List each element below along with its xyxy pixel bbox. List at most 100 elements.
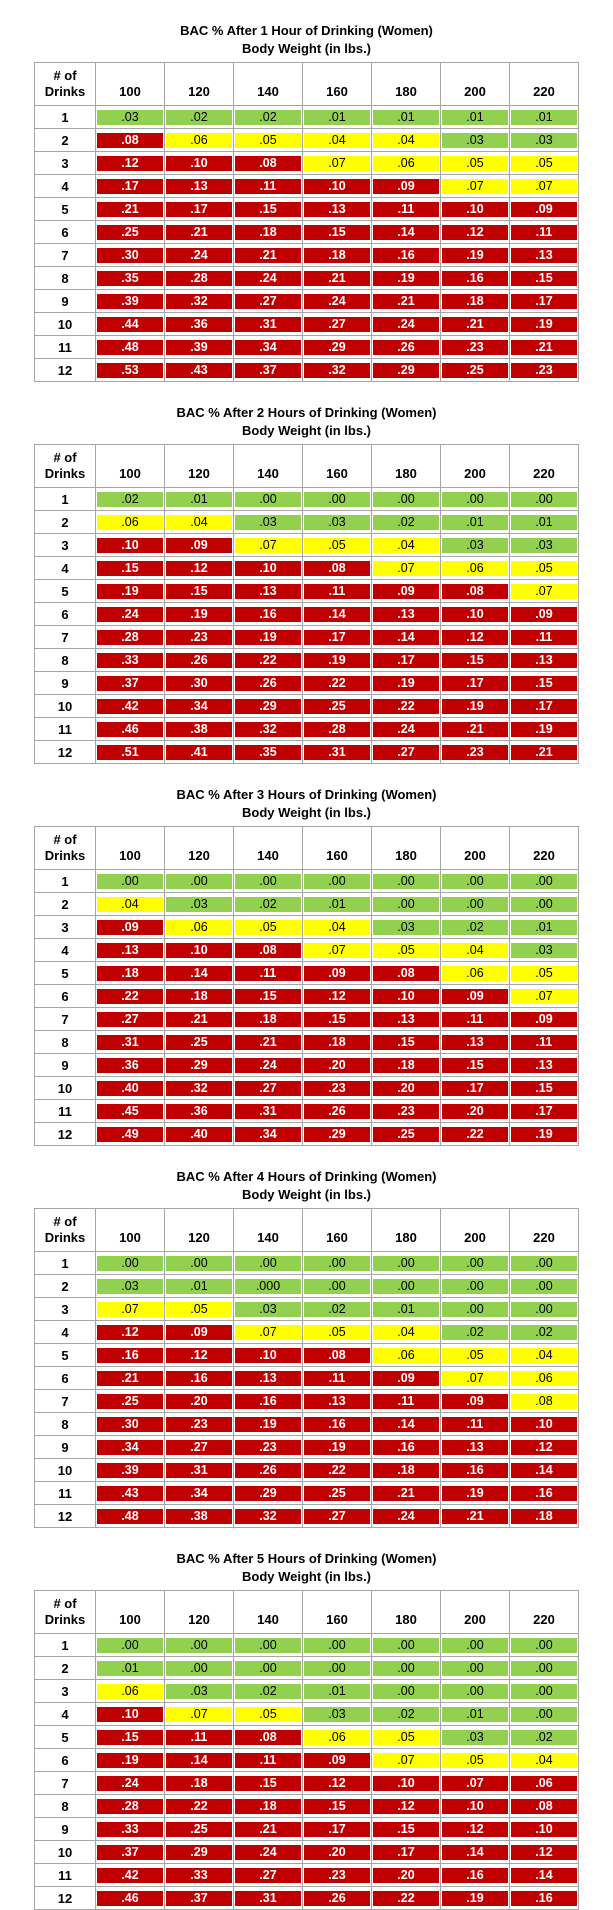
bac-value-fill-red: .22 — [373, 698, 439, 714]
bac-value-fill-red: .19 — [235, 629, 301, 645]
bac-value-cell: .10 — [440, 1794, 510, 1818]
bac-value-fill-red: .07 — [442, 1775, 508, 1791]
table-body: 1.00.00.00.00.00.00.00 2.04.03.02.01.00.0… — [34, 869, 579, 1146]
table-row: 2.06.04.03.03.02.01.01 — [34, 510, 579, 534]
bac-value-fill-red: .19 — [442, 247, 508, 263]
bac-value-cell: .27 — [302, 1504, 372, 1528]
bac-value-cell: .00 — [95, 1251, 165, 1275]
bac-value-cell: .11 — [371, 1389, 441, 1413]
drinks-count-cell: 10 — [34, 694, 96, 718]
bac-value-cell: .15 — [233, 197, 303, 221]
bac-value-fill-red: .19 — [511, 316, 577, 332]
bac-value-cell: .28 — [95, 1794, 165, 1818]
drinks-count-cell: 9 — [34, 671, 96, 695]
bac-value-cell: .12 — [371, 1794, 441, 1818]
bac-value-cell: .21 — [164, 220, 234, 244]
bac-value-cell: .39 — [95, 289, 165, 313]
bac-value-cell: .04 — [302, 128, 372, 152]
bac-value-cell: .25 — [302, 1481, 372, 1505]
bac-value-cell: .19 — [95, 1748, 165, 1772]
weight-header-140: 140 — [233, 826, 303, 870]
bac-value-fill-green: .00 — [373, 1637, 439, 1653]
bac-value-cell: .00 — [440, 1633, 510, 1657]
bac-value-cell: .08 — [95, 128, 165, 152]
bac-value-cell: .00 — [233, 1656, 303, 1680]
bac-value-fill-red: .35 — [97, 270, 163, 286]
bac-value-fill-green: .00 — [373, 896, 439, 912]
bac-value-fill-red: .42 — [97, 698, 163, 714]
bac-value-cell: .19 — [371, 266, 441, 290]
bac-value-cell: .03 — [233, 1297, 303, 1321]
bac-value-fill-red: .08 — [511, 1798, 577, 1814]
bac-value-fill-red: .09 — [373, 583, 439, 599]
bac-value-fill-green: .00 — [442, 873, 508, 889]
bac-value-fill-red: .28 — [166, 270, 232, 286]
table-row: 2.08.06.05.04.04.03.03 — [34, 128, 579, 152]
bac-value-cell: .14 — [164, 961, 234, 985]
bac-value-cell: .02 — [440, 915, 510, 939]
bac-value-fill-red: .21 — [373, 1485, 439, 1501]
drinks-count-cell: 1 — [34, 487, 96, 511]
bac-value-fill-red: .19 — [97, 583, 163, 599]
bac-value-fill-green: .00 — [235, 873, 301, 889]
bac-value-fill-red: .24 — [373, 1508, 439, 1524]
table-row: 4.13.10.08.07.05.04.03 — [34, 938, 579, 962]
bac-table-section-1-hours: BAC % After 1 Hour of Drinking (Women) Bo… — [0, 0, 613, 382]
bac-value-fill-green: .00 — [511, 1255, 577, 1271]
drinks-count-cell: 7 — [34, 625, 96, 649]
weight-header-140: 140 — [233, 444, 303, 488]
drinks-count-cell: 4 — [34, 938, 96, 962]
drinks-header-line2: Drinks — [44, 1612, 86, 1627]
table-subtitle: Body Weight (in lbs.) — [241, 805, 372, 820]
bac-value-cell: .21 — [509, 740, 579, 764]
table-row: 11.46.38.32.28.24.21.19 — [34, 717, 579, 741]
bac-value-cell: .23 — [302, 1076, 372, 1100]
bac-value-fill-green: .03 — [166, 896, 232, 912]
bac-value-cell: .32 — [233, 1504, 303, 1528]
bac-value-fill-red: .12 — [373, 1798, 439, 1814]
drinks-count-cell: 11 — [34, 1099, 96, 1123]
bac-value-fill-red: .25 — [166, 1821, 232, 1837]
drinks-count-cell: 2 — [34, 128, 96, 152]
bac-value-cell: .06 — [302, 1725, 372, 1749]
bac-value-fill-green: .00 — [166, 873, 232, 889]
bac-value-cell: .00 — [302, 1633, 372, 1657]
weight-header-160: 160 — [302, 444, 372, 488]
bac-value-cell: .23 — [440, 740, 510, 764]
bac-value-cell: .27 — [233, 1076, 303, 1100]
bac-value-cell: .03 — [95, 1274, 165, 1298]
bac-value-fill-yellow: .04 — [304, 919, 370, 935]
bac-value-fill-green: .03 — [511, 942, 577, 958]
bac-value-cell: .31 — [95, 1030, 165, 1054]
bac-value-fill-red: .10 — [511, 1821, 577, 1837]
bac-table: # of Drinks 100 120 140 160 180 200 220 1.02.01.0… — [34, 444, 579, 764]
bac-value-fill-red: .21 — [511, 339, 577, 355]
bac-value-fill-green: .00 — [304, 491, 370, 507]
drinks-header-line1: # of — [53, 1596, 77, 1611]
bac-value-cell: .45 — [95, 1099, 165, 1123]
bac-value-fill-red: .34 — [166, 698, 232, 714]
bac-value-cell: .21 — [440, 1504, 510, 1528]
bac-value-fill-red: .37 — [97, 675, 163, 691]
bac-value-cell: .05 — [371, 1725, 441, 1749]
bac-value-fill-red: .25 — [97, 224, 163, 240]
bac-value-cell: .10 — [164, 938, 234, 962]
bac-value-fill-green: .00 — [166, 1255, 232, 1271]
bac-value-fill-red: .45 — [97, 1103, 163, 1119]
bac-value-fill-red: .27 — [97, 1011, 163, 1027]
bac-value-fill-yellow: .06 — [373, 155, 439, 171]
bac-value-cell: .02 — [371, 1702, 441, 1726]
weight-header-120: 120 — [164, 1590, 234, 1634]
bac-value-cell: .42 — [95, 694, 165, 718]
bac-value-fill-red: .19 — [511, 1126, 577, 1142]
table-row: 6.19.14.11.09.07.05.04 — [34, 1748, 579, 1772]
bac-value-cell: .00 — [509, 869, 579, 893]
bac-value-cell: .34 — [233, 335, 303, 359]
bac-value-cell: .01 — [371, 1297, 441, 1321]
table-row: 10.39.31.26.22.18.16.14 — [34, 1458, 579, 1482]
bac-value-cell: .01 — [371, 105, 441, 129]
bac-value-cell: .03 — [509, 938, 579, 962]
bac-value-cell: .29 — [233, 1481, 303, 1505]
bac-value-cell: .01 — [302, 1679, 372, 1703]
bac-value-fill-red: .16 — [304, 1416, 370, 1432]
